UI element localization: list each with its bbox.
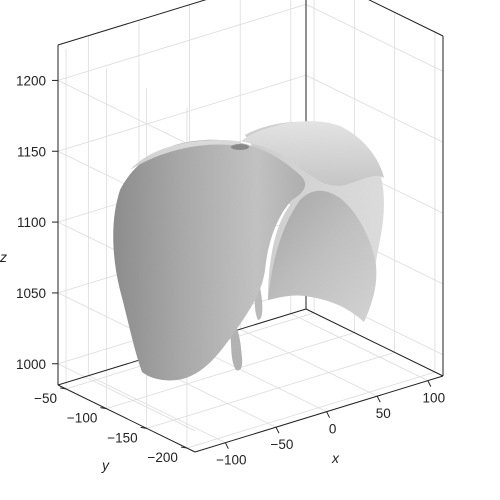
pane-edge — [368, 0, 444, 37]
floor-grid-x — [88, 375, 226, 444]
left-grid-z — [57, 80, 196, 148]
x-tick-label: 0 — [329, 422, 337, 437]
z-tick-label: 1150 — [17, 144, 46, 159]
pane-edge — [194, 375, 444, 453]
z-tick-label: 1050 — [16, 286, 46, 301]
right-lobe-inner — [268, 190, 377, 322]
axis-ticks: −100 −50 0 50 100 −50 −100 −150 −200 1000 1050 1100… — [16, 73, 445, 467]
y-tick-mark — [180, 446, 188, 449]
back-grid-z — [57, 74, 307, 152]
y-tick-mark — [140, 426, 147, 429]
pane-edge — [57, 384, 196, 453]
z-axis-label: z — [0, 249, 7, 265]
left-grid-z — [57, 363, 196, 432]
y-tick-mark — [59, 387, 67, 390]
y-tick-label: −150 — [107, 430, 137, 445]
y-tick-label: −200 — [148, 450, 178, 465]
top-surface — [130, 121, 384, 186]
floor-grid-x — [290, 313, 428, 382]
back-grid-z — [57, 4, 307, 81]
left-lobe — [113, 139, 306, 381]
x-axis-label: x — [331, 450, 340, 466]
x-tick-mark — [224, 442, 229, 449]
floor-grid-y — [146, 351, 395, 429]
floor-grid-x — [240, 328, 378, 397]
floor-grid-y — [106, 332, 355, 410]
z-tick-label: 1200 — [16, 73, 46, 88]
x-tick-mark — [275, 426, 280, 434]
floor-grid-y — [186, 371, 436, 449]
y-tick-label: −50 — [34, 391, 57, 406]
liver-surface — [113, 121, 384, 381]
x-tick-mark — [427, 380, 432, 387]
x-tick-mark — [376, 395, 381, 403]
surface-notch — [231, 144, 249, 150]
z-tick-label: 1100 — [17, 215, 46, 230]
y-tick-label: −100 — [67, 411, 97, 426]
z-tick-label: 1000 — [16, 357, 46, 372]
x-tick-label: −100 — [216, 453, 246, 468]
pane-edge — [57, 0, 207, 46]
axes-panes — [57, 0, 444, 453]
vessel-left — [230, 326, 243, 371]
x-tick-label: 100 — [423, 391, 446, 406]
side-grid-z — [305, 74, 444, 143]
y-tick-mark — [100, 407, 107, 410]
side-grid-z — [305, 4, 444, 72]
x-tick-label: −50 — [271, 437, 294, 452]
x-tick-mark — [326, 411, 331, 418]
y-axis-label: y — [101, 457, 110, 473]
x-tick-label: 50 — [376, 406, 391, 421]
pane-edge — [305, 308, 444, 377]
